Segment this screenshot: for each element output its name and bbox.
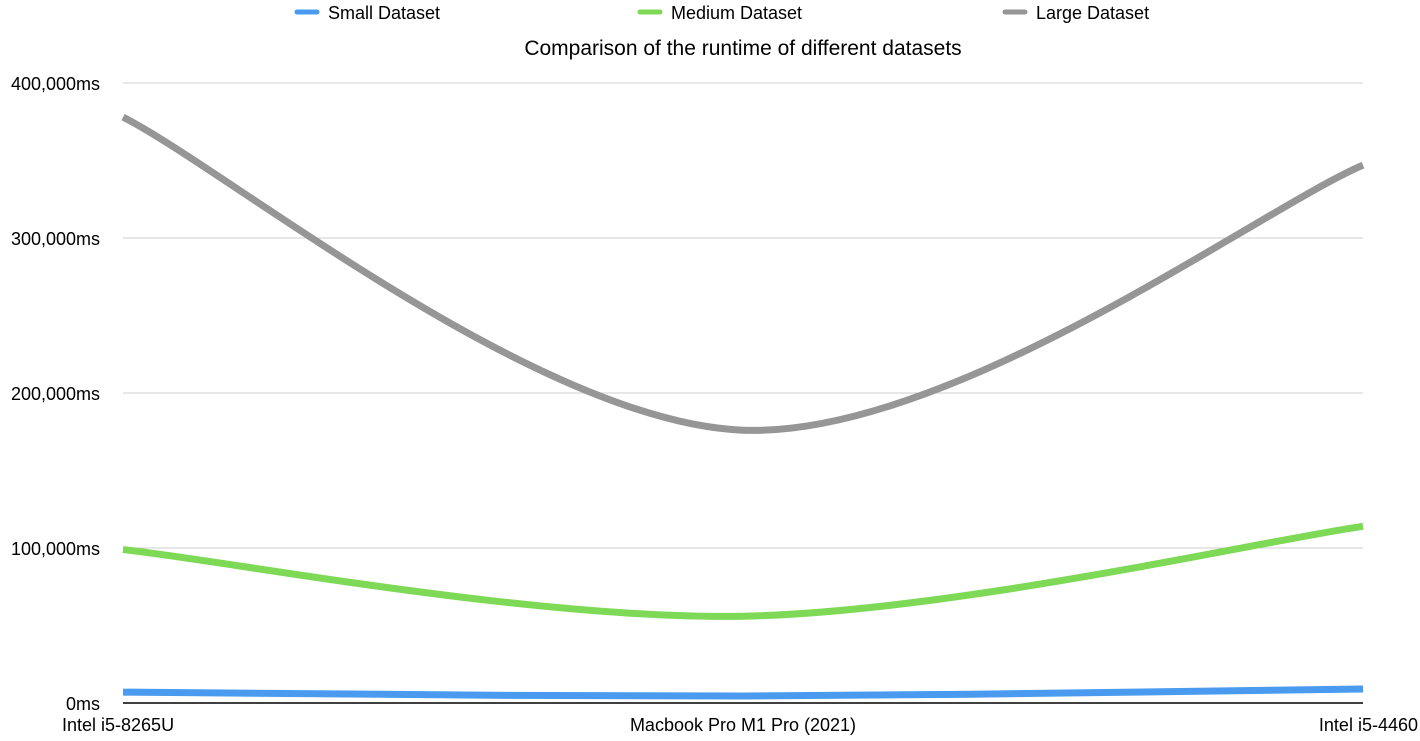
chart-title: Comparison of the runtime of different d… <box>524 37 961 60</box>
legend-label: Small Dataset <box>328 3 440 23</box>
x-tick-label: Intel i5-8265U <box>62 715 174 735</box>
y-tick-label: 400,000ms <box>11 74 100 94</box>
y-tick-label: 0ms <box>66 694 100 714</box>
series-line-small-dataset <box>122 685 1364 700</box>
legend: Small Dataset Medium Dataset Large Dataset <box>294 3 1149 23</box>
series-line-medium-dataset <box>122 522 1364 620</box>
y-tick-label: 100,000ms <box>11 539 100 559</box>
x-tick-label: Macbook Pro M1 Pro (2021) <box>630 715 856 735</box>
gridlines <box>123 82 1363 704</box>
series-line-large-dataset <box>121 113 1365 434</box>
y-axis-tick-labels: 0ms 100,000ms 200,000ms 300,000ms 400,000ms <box>11 74 100 714</box>
legend-label: Medium Dataset <box>671 3 802 23</box>
y-tick-label: 200,000ms <box>11 384 100 404</box>
x-tick-label: Intel i5-4460 <box>1319 715 1418 735</box>
y-tick-label: 300,000ms <box>11 229 100 249</box>
x-axis-tick-labels: Intel i5-8265U Macbook Pro M1 Pro (2021) I… <box>62 715 1418 735</box>
series-lines <box>121 113 1365 700</box>
legend-label: Large Dataset <box>1036 3 1149 23</box>
